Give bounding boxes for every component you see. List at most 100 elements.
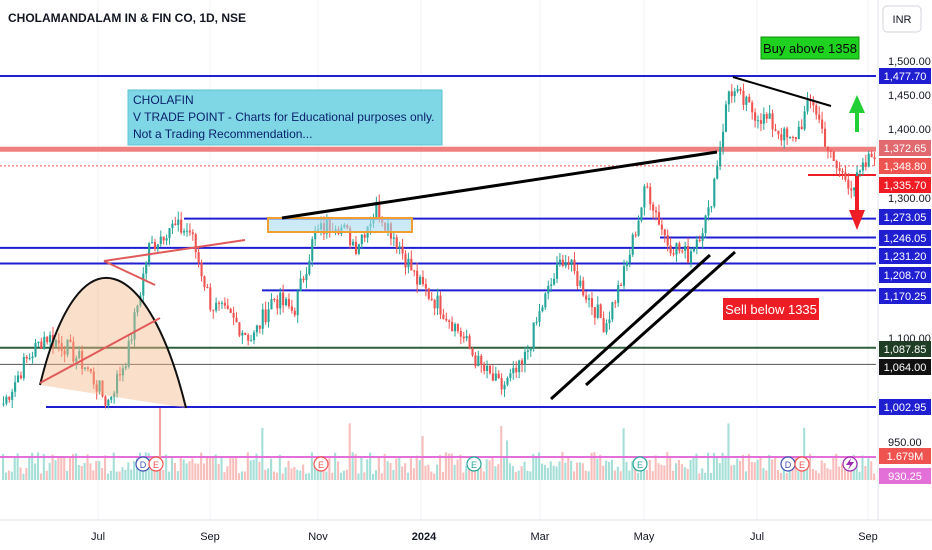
candle xyxy=(255,324,258,337)
event-marker-0[interactable]: D xyxy=(135,456,151,472)
volume-bar xyxy=(74,453,77,480)
candle xyxy=(590,292,594,315)
volume-bar xyxy=(39,473,42,480)
candle xyxy=(398,241,401,255)
volume-bar xyxy=(506,440,509,480)
volume-bar xyxy=(293,466,296,480)
candle xyxy=(526,344,529,360)
volume-bar xyxy=(409,458,412,480)
candle xyxy=(177,211,180,232)
event-marker-1[interactable]: E xyxy=(148,456,164,472)
candle xyxy=(203,275,206,291)
volume-bar xyxy=(290,468,293,480)
grid xyxy=(97,0,869,520)
volume-bar xyxy=(168,471,171,480)
candle xyxy=(273,297,276,303)
lightning-icon[interactable] xyxy=(842,456,858,472)
volume-bar xyxy=(57,456,60,480)
consolidation-box xyxy=(267,217,413,233)
candle xyxy=(413,269,416,277)
volume-bar xyxy=(281,473,284,480)
candle xyxy=(430,292,433,301)
volume-bar xyxy=(42,453,45,480)
volume-bar xyxy=(386,461,389,480)
note-line-2: V TRADE POINT - Charts for Educational p… xyxy=(133,110,434,124)
candle xyxy=(622,259,626,290)
candle xyxy=(803,105,806,131)
candle xyxy=(363,232,366,242)
price-tick-5: 950.00 xyxy=(888,437,922,449)
event-marker-5[interactable]: D xyxy=(780,456,796,472)
volume-bar xyxy=(593,452,596,480)
time-axis[interactable]: Jul Sep Nov 2024 Mar May Jul Sep xyxy=(91,531,878,543)
volume-bar xyxy=(573,471,576,480)
svg-text:1,208.70: 1,208.70 xyxy=(884,270,927,282)
candle xyxy=(212,309,215,319)
candle xyxy=(657,204,661,226)
note-line-3: Not a Trading Recommendation... xyxy=(133,127,312,141)
volume-bar xyxy=(625,462,628,480)
volume-bar xyxy=(424,465,427,480)
volume-bar xyxy=(473,464,477,480)
candle xyxy=(710,206,713,213)
volume-bar xyxy=(197,463,200,480)
volume-bar xyxy=(835,453,838,480)
candle xyxy=(439,291,442,320)
volume-bar xyxy=(89,463,92,480)
candle xyxy=(375,196,378,219)
note-box[interactable]: CHOLAFIN V TRADE POINT - Charts for Educ… xyxy=(127,89,443,146)
time-tick-4: Mar xyxy=(531,531,550,543)
candle xyxy=(22,352,25,381)
svg-text:1,246.05: 1,246.05 xyxy=(884,233,927,245)
candle xyxy=(311,236,314,267)
svg-text:1,477.70: 1,477.70 xyxy=(884,71,927,83)
volume-bar xyxy=(179,456,182,480)
candle xyxy=(488,364,492,375)
time-tick-7: Sep xyxy=(858,531,878,543)
event-marker-4[interactable]: E xyxy=(632,456,648,472)
candle xyxy=(101,380,104,398)
volume-bar xyxy=(211,456,214,480)
candle xyxy=(640,207,643,223)
candle xyxy=(503,381,506,398)
event-marker-2[interactable]: E xyxy=(313,456,329,472)
candle xyxy=(666,229,669,252)
price-tag-9: 1,087.85 xyxy=(879,341,931,357)
candle xyxy=(564,255,567,269)
volume-bar xyxy=(127,462,130,480)
svg-text:1.679M: 1.679M xyxy=(887,451,924,463)
sell-label[interactable]: Sell below 1335 xyxy=(723,298,819,320)
volume-bars xyxy=(0,408,876,480)
svg-text:1,348.80: 1,348.80 xyxy=(884,161,927,173)
buy-label[interactable]: Buy above 1358 xyxy=(760,36,860,60)
volume-bar xyxy=(491,456,494,480)
volume-bar xyxy=(357,473,360,480)
event-marker-3[interactable]: E xyxy=(466,456,482,472)
candle xyxy=(800,119,803,130)
volume-bar xyxy=(226,466,229,480)
volume-bar xyxy=(121,467,124,480)
candle xyxy=(602,311,605,333)
candle xyxy=(812,96,815,113)
volume-bar xyxy=(299,470,302,480)
price-tag-5: 1,246.05 xyxy=(879,230,931,246)
volume-bar xyxy=(101,468,104,480)
price-tick-2: 1,400.00 xyxy=(888,124,931,136)
event-marker-6[interactable]: E xyxy=(794,456,810,472)
candle xyxy=(153,238,157,252)
candle xyxy=(451,316,454,332)
candle xyxy=(628,249,631,268)
volume-bar xyxy=(488,460,491,480)
candle xyxy=(354,236,358,256)
volume-bar xyxy=(200,452,203,480)
candle xyxy=(853,186,856,197)
candle xyxy=(16,370,20,383)
volume-bar xyxy=(4,472,8,480)
volume-bar xyxy=(436,464,439,480)
candle xyxy=(547,280,550,300)
currency-button[interactable]: INR xyxy=(882,5,922,33)
direction-arrows xyxy=(849,95,865,230)
candle xyxy=(162,236,165,245)
volume-bar xyxy=(63,456,66,480)
